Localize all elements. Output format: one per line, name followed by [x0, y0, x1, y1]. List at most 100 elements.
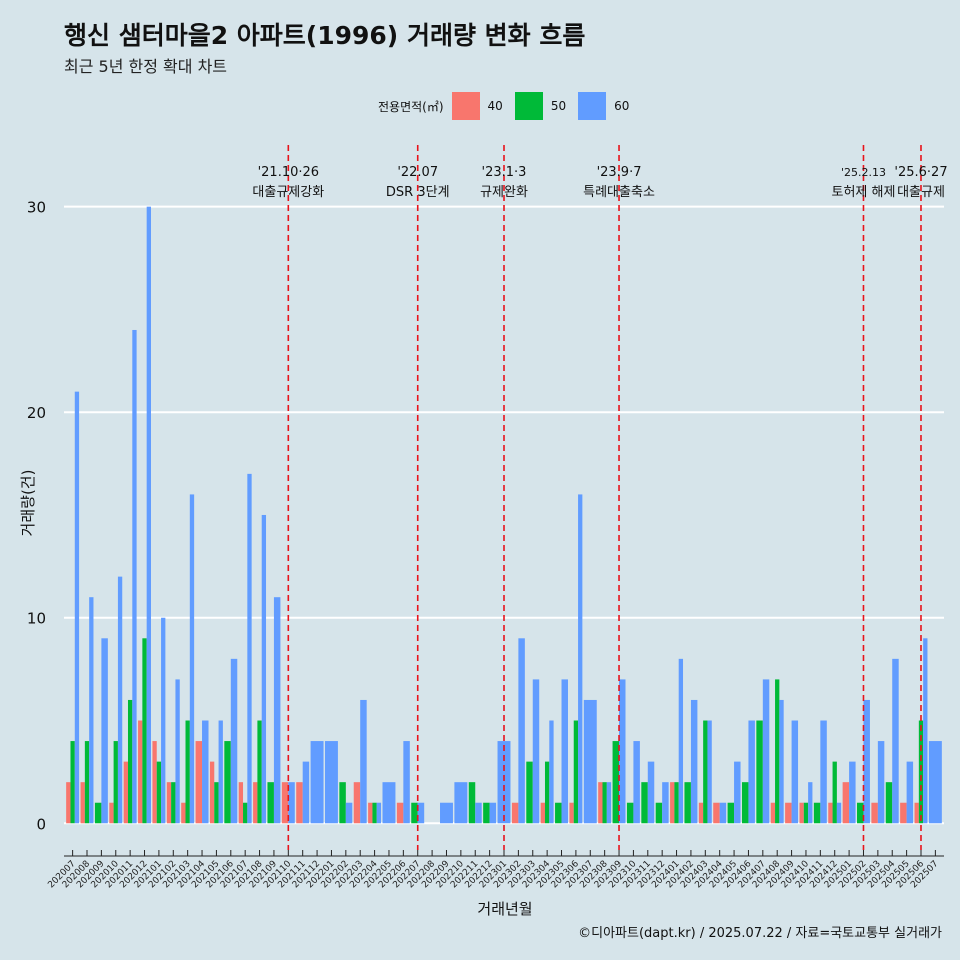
event-date-label: '23.9·7 [597, 165, 642, 180]
bar-202012-40 [138, 720, 143, 824]
bar-202007-40 [66, 782, 71, 824]
bar-202506-60 [923, 638, 928, 824]
bar-202406-50 [741, 782, 749, 824]
y-tick-label: 30 [27, 199, 46, 217]
bar-202409-60 [791, 720, 799, 824]
bar-202305-60 [561, 679, 568, 824]
bar-202111-40 [296, 782, 303, 824]
bar-202210-60 [454, 782, 468, 824]
bar-202402-50 [684, 782, 691, 824]
bar-202202-50 [339, 782, 346, 824]
bar-202504-60 [892, 658, 899, 824]
bar-202204-60 [376, 802, 382, 824]
bar-202409-40 [785, 802, 792, 824]
chart-subtitle: 최근 5년 한정 확대 차트 [64, 57, 228, 76]
legend-title: 전용면적(㎡) [378, 99, 444, 114]
bar-202207-60 [417, 802, 425, 824]
bar-202303-50 [526, 761, 533, 824]
bar-202301-60 [497, 741, 511, 824]
bar-202302-60 [518, 638, 525, 824]
bar-202304-40 [540, 802, 545, 824]
bar-202308-40 [598, 782, 603, 824]
bar-202306-50 [573, 720, 579, 824]
x-axis: 2020072020082020092020102020112020122021… [46, 850, 944, 890]
event-text-label: DSR 3단계 [386, 185, 450, 200]
bar-202011-50 [127, 699, 133, 824]
bar-202403-40 [698, 802, 704, 824]
bar-202103-60 [189, 494, 195, 824]
bar-202008-40 [80, 782, 85, 824]
bar-202412-60 [836, 802, 842, 824]
event-text-label: 특례대출축소 [583, 185, 655, 200]
bar-202311-60 [647, 761, 655, 824]
bar-202404-40 [713, 802, 720, 824]
bar-202505-60 [906, 761, 914, 824]
bar-202407-60 [762, 679, 770, 824]
bar-202405-50 [727, 802, 735, 824]
bar-202205-60 [382, 782, 396, 824]
bar-202501-40 [842, 782, 850, 824]
bar-202111-60 [302, 761, 310, 824]
legend-item-50: 50 [514, 92, 566, 120]
bar-202407-50 [756, 720, 763, 824]
bar-202410-60 [808, 782, 813, 824]
bar-202008-60 [89, 597, 94, 824]
bar-202212-50 [483, 802, 490, 824]
bar-202504-50 [885, 782, 893, 824]
bar-202211-50 [468, 782, 476, 824]
event-date-label: '22.07 [397, 165, 438, 180]
bar-202103-40 [181, 802, 186, 824]
legend-item-60: 60 [578, 92, 629, 120]
bar-202008-50 [84, 741, 90, 824]
bar-202101-40 [152, 741, 157, 824]
bar-202312-60 [662, 782, 669, 824]
bar-202303-60 [532, 679, 540, 824]
bar-202304-50 [544, 761, 550, 824]
bar-202112-60 [310, 741, 324, 824]
bar-202411-60 [820, 720, 827, 824]
bar-202109-50 [267, 782, 274, 824]
bar-202401-60 [678, 658, 684, 824]
bar-202404-60 [719, 802, 727, 824]
event-text-label: 대출규제 [897, 185, 945, 200]
bar-202501-60 [849, 761, 856, 824]
event-text-label: 대출규제강화 [252, 185, 324, 200]
bar-202011-40 [123, 761, 128, 824]
bar-202506-50 [918, 720, 924, 824]
bar-202010-60 [117, 576, 123, 824]
bar-202309-60 [619, 679, 626, 824]
bar-202204-50 [372, 802, 377, 824]
bar-202101-50 [156, 761, 162, 824]
bar-202310-60 [633, 741, 640, 824]
bar-202305-50 [555, 802, 562, 824]
bar-202307-60 [583, 699, 597, 824]
bar-202203-40 [353, 782, 361, 824]
bar-202408-50 [775, 679, 780, 824]
bar-202408-60 [779, 699, 784, 824]
bar-202107-40 [238, 782, 244, 824]
event-date-label: '23.1·3 [482, 165, 527, 180]
bar-202206-60 [403, 741, 410, 824]
bar-202405-60 [734, 761, 741, 824]
bar-202311-50 [641, 782, 648, 824]
bar-202012-50 [142, 638, 147, 824]
bar-202007-60 [74, 391, 80, 824]
bar-202502-50 [857, 802, 864, 824]
bar-202411-50 [813, 802, 821, 824]
bar-202310-50 [626, 802, 634, 824]
legend-key-50 [514, 92, 543, 120]
bar-202009-50 [94, 802, 102, 824]
bar-202105-40 [209, 761, 215, 824]
bar-202403-60 [707, 720, 712, 824]
bar-202102-60 [175, 679, 180, 824]
bar-202101-60 [161, 617, 166, 824]
legend: 전용면적(㎡) 40 50 60 [378, 92, 641, 120]
bar-202012-60 [146, 206, 151, 824]
bar-202010-40 [109, 802, 114, 824]
legend-key-40 [451, 92, 480, 120]
bar-202306-40 [569, 802, 574, 824]
bar-202406-60 [748, 720, 755, 824]
bar-202304-60 [549, 720, 554, 824]
bar-202103-50 [185, 720, 190, 824]
